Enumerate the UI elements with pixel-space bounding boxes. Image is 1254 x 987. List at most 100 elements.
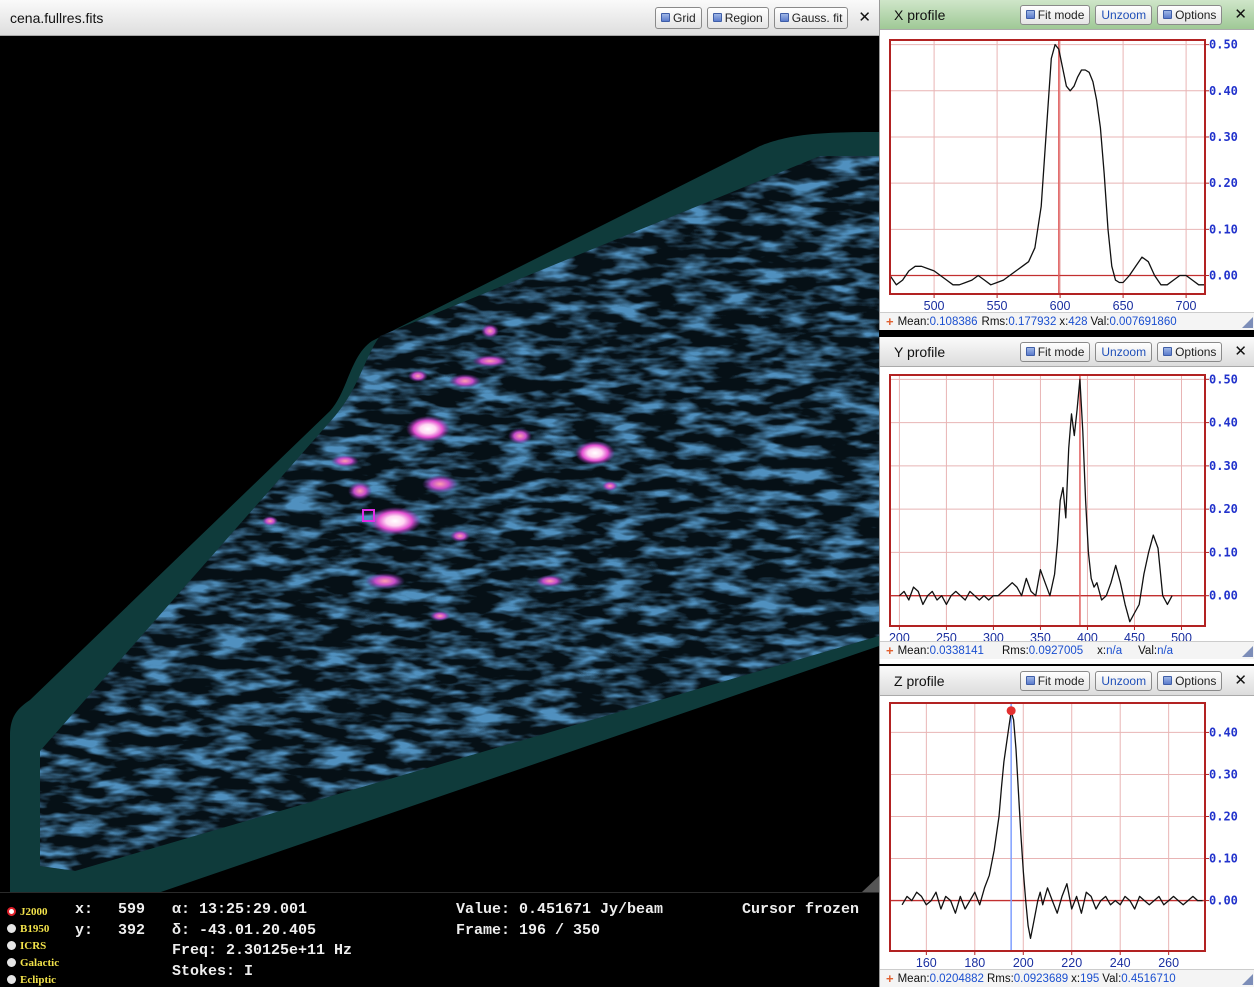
y-tick-label: 0.20	[1209, 176, 1238, 190]
rms-label: Rms:	[981, 315, 1009, 328]
frame-option-galactic[interactable]: Galactic	[7, 954, 59, 971]
x-options-button[interactable]: Options	[1157, 4, 1223, 25]
image-title-bar: cena.fullres.fits Grid Region Gauss. fit…	[0, 0, 879, 36]
y-tick-label: 0.50	[1209, 372, 1238, 386]
x-tick-label: 700	[1176, 299, 1197, 312]
checkbox-icon	[712, 13, 722, 22]
frame-option-label: J2000	[20, 905, 48, 918]
y-tick-label: 0.40	[1209, 416, 1238, 430]
y-unzoom-button[interactable]: Unzoom	[1095, 341, 1153, 362]
val-value: 0.007691860	[1109, 315, 1177, 328]
val-label: Val:	[1102, 972, 1122, 985]
plot-background	[880, 367, 1254, 644]
z-profile-title-bar: Z profile Fit mode Unzoom Options ✕	[880, 666, 1254, 696]
z-profile-panel: Z profile Fit mode Unzoom Options ✕ 160 1…	[879, 666, 1254, 987]
unzoom-label: Unzoom	[1101, 673, 1147, 688]
mean-label: Mean:	[897, 644, 930, 657]
mean-value: 0.0204882	[929, 972, 984, 985]
mean-label: Mean:	[897, 972, 930, 985]
y-tick-label: 0.30	[1209, 130, 1238, 144]
y-tick-label: 0.20	[1209, 809, 1238, 823]
frame-option-ecliptic[interactable]: Ecliptic	[7, 971, 59, 987]
resize-grip-icon[interactable]	[1242, 317, 1253, 328]
y-options-button[interactable]: Options	[1157, 341, 1223, 362]
x-tick-label: 650	[1113, 299, 1134, 312]
x-label: x:	[1097, 644, 1107, 657]
x-fit-mode-button[interactable]: Fit mode	[1019, 4, 1091, 25]
peak-marker	[1006, 706, 1016, 716]
frame-option-j2000[interactable]: J2000	[7, 903, 59, 920]
fit-mode-label: Fit mode	[1037, 7, 1085, 22]
checkbox-icon	[1025, 10, 1035, 19]
y-tick-label: 0.50	[1209, 38, 1238, 52]
region-button[interactable]: Region	[706, 6, 769, 29]
x-tick-label: 350	[1030, 631, 1051, 644]
frame-option-label: Galactic	[20, 956, 60, 969]
val-label: Val:	[1138, 644, 1158, 657]
x-tick-label: 500	[924, 299, 945, 312]
frame-option-b1950[interactable]: B1950	[7, 920, 59, 937]
x-profile-panel: X profile Fit mode Unzoom Options ✕ 500 5…	[879, 0, 1254, 330]
profile-line	[901, 710, 1203, 940]
x-tick-label: 450	[1124, 631, 1145, 644]
rms-value: 0.0923689	[1013, 972, 1069, 985]
frame-option-icrs[interactable]: ICRS	[7, 937, 59, 954]
fit-mode-label: Fit mode	[1037, 673, 1085, 688]
options-label: Options	[1175, 344, 1217, 359]
x-tick-label: 300	[983, 631, 1004, 644]
x-value: 599	[118, 901, 146, 918]
x-value: n/a	[1106, 644, 1123, 657]
frame-option-label: B1950	[20, 922, 50, 935]
checkbox-icon	[779, 13, 789, 22]
add-icon[interactable]: +	[886, 643, 894, 658]
grid-button[interactable]: Grid	[655, 6, 702, 29]
y-fit-mode-button[interactable]: Fit mode	[1019, 341, 1091, 362]
z-options-button[interactable]: Options	[1157, 670, 1223, 691]
close-icon[interactable]: ✕	[1234, 342, 1247, 360]
x-tick-label: 600	[1050, 299, 1071, 312]
frame-option-label: ICRS	[20, 939, 47, 952]
close-icon[interactable]: ✕	[1234, 5, 1247, 23]
z-profile-chart[interactable]: 160 180 200 220 240 260 0.00 0.10 0.20 0.30 0.40	[880, 696, 1254, 969]
sky-image-canvas[interactable]	[0, 36, 879, 892]
checkbox-icon	[1025, 347, 1035, 356]
resize-grip-icon[interactable]	[1242, 974, 1253, 985]
x-profile-title-bar: X profile Fit mode Unzoom Options ✕	[880, 0, 1254, 30]
close-icon[interactable]: ✕	[1234, 671, 1247, 689]
x-profile-chart[interactable]: 500 550 600 650 700 0.00 0.10 0.20 0.30 0.40 0.50	[880, 30, 1254, 312]
y-tick-label: 0.10	[1209, 852, 1238, 866]
plot-background	[880, 696, 1254, 969]
x-unzoom-button[interactable]: Unzoom	[1095, 4, 1153, 25]
x-tick-label: 160	[916, 956, 937, 969]
rms-label: Rms:	[1001, 644, 1029, 657]
close-icon[interactable]: ✕	[858, 8, 871, 26]
radio-icon	[7, 975, 16, 984]
y-tick-label: 0.00	[1209, 589, 1238, 603]
cursor-marker	[362, 509, 375, 522]
z-fit-mode-button[interactable]: Fit mode	[1019, 670, 1091, 691]
z-profile-stats: + Mean: 0.0204882 Rms: 0.0923689 x: 195 Val…	[880, 969, 1254, 987]
y-tick-label: 0.30	[1209, 459, 1238, 473]
stokes-readout: Stokes: I	[172, 963, 254, 980]
resize-grip-icon	[862, 876, 879, 892]
y-tick-label: 0.10	[1209, 545, 1238, 559]
checkbox-icon	[1163, 676, 1173, 685]
image-title: cena.fullres.fits	[10, 9, 104, 26]
add-icon[interactable]: +	[886, 971, 894, 986]
add-icon[interactable]: +	[886, 314, 894, 329]
radio-icon	[7, 941, 16, 950]
z-unzoom-button[interactable]: Unzoom	[1095, 670, 1153, 691]
y-profile-panel: Y profile Fit mode Unzoom Options ✕ 200 2…	[879, 337, 1254, 664]
x-tick-label: 240	[1110, 956, 1131, 969]
gauss-fit-button-label: Gauss. fit	[791, 10, 843, 25]
radio-icon	[7, 907, 16, 916]
profile-line	[889, 43, 1205, 286]
z-profile-title: Z profile	[894, 672, 945, 689]
y-profile-stats: + Mean: 0.0338141 Rms: 0.0927005 x: n/a Val…	[880, 641, 1254, 659]
mean-label: Mean:	[897, 315, 930, 328]
frame-readout: Frame: 196 / 350	[456, 922, 601, 939]
resize-grip-icon[interactable]	[1242, 646, 1253, 657]
y-profile-chart[interactable]: 200 250 300 350 400 450 500 0.00 0.10 0.20 0.30 0.4…	[880, 367, 1254, 644]
dec-readout: δ: -43.01.20.405	[172, 922, 317, 939]
gauss-fit-button[interactable]: Gauss. fit	[773, 6, 849, 29]
